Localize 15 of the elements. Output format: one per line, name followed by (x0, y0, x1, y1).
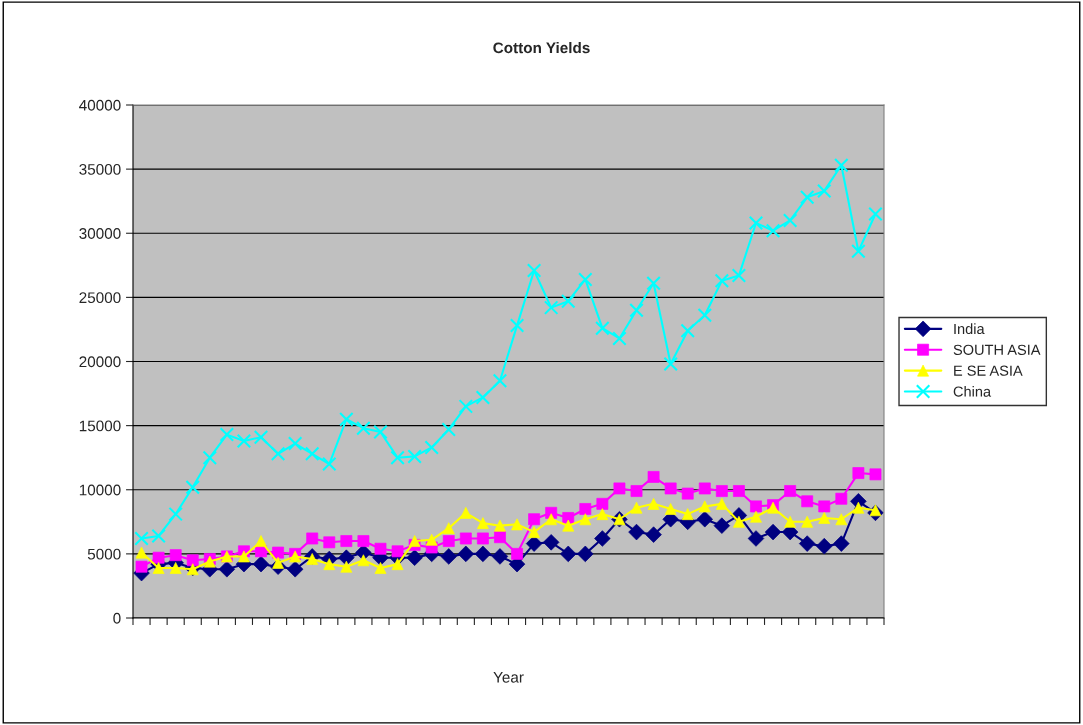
y-tick-label: 40000 (79, 99, 121, 111)
y-tick-label: 30000 (79, 228, 121, 239)
y-tick-label: 15000 (79, 420, 121, 432)
y-tick-label: 35000 (79, 163, 121, 175)
chart-title: Cotton Yields (493, 42, 590, 54)
y-tick-label: 25000 (79, 292, 121, 304)
y-tick-label: 20000 (79, 356, 121, 368)
legend-label: E SE ASIA (954, 365, 1023, 376)
legend-label: SOUTH ASIA (953, 344, 1041, 355)
x-axis-title: Year (493, 672, 524, 683)
y-tick-label: 5000 (87, 548, 121, 560)
y-tick-label: 10000 (79, 484, 121, 496)
legend-label: China (953, 386, 992, 397)
legend-label: India (954, 323, 985, 335)
y-tick-label: 0 (113, 612, 121, 624)
